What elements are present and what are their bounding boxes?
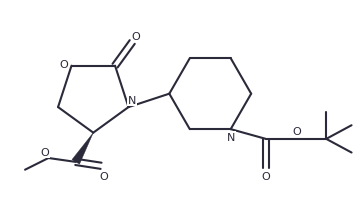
Text: O: O	[100, 171, 108, 181]
Text: N: N	[128, 96, 136, 106]
Text: O: O	[292, 126, 301, 136]
Text: O: O	[59, 59, 68, 69]
Text: O: O	[261, 171, 270, 181]
Text: O: O	[132, 32, 140, 42]
Text: O: O	[40, 147, 49, 157]
Polygon shape	[72, 133, 93, 164]
Text: N: N	[227, 132, 235, 142]
